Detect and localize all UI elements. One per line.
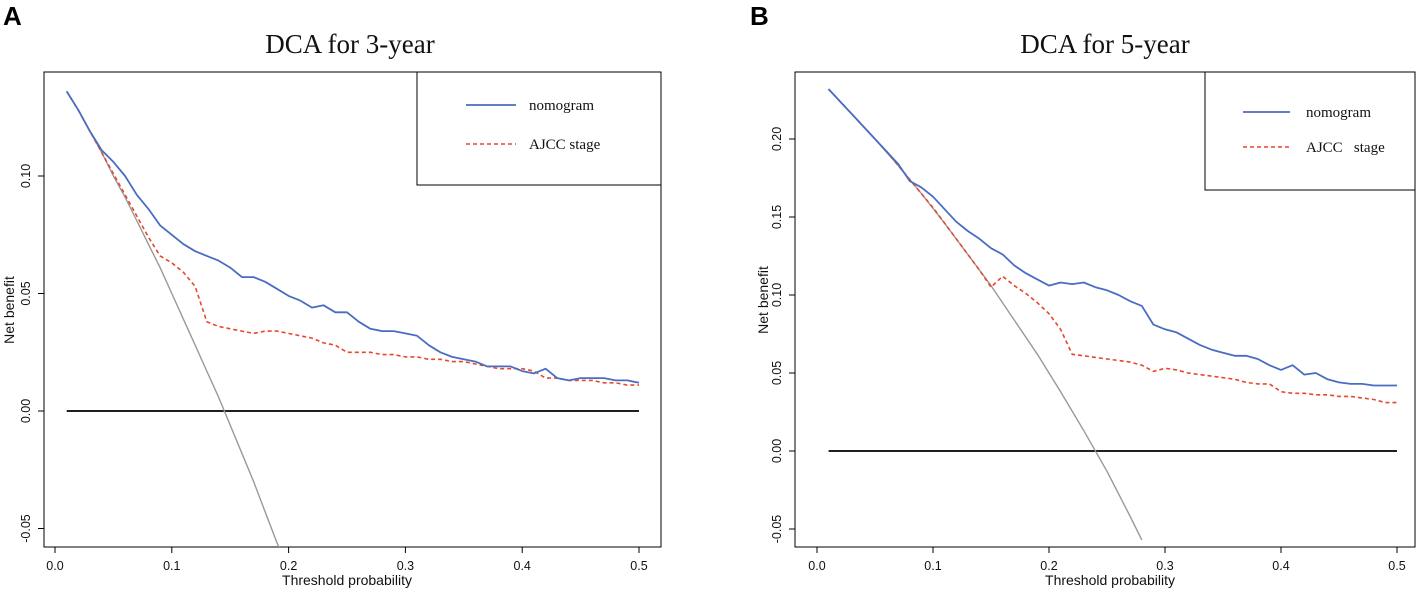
panel-b-legend-label-ajcc-stage: AJCC stage	[1306, 140, 1385, 156]
panel-b-x-tick-label: 0.4	[1272, 559, 1289, 573]
panel-a-y-tick-label: 0.10	[19, 164, 33, 188]
panel-a-x-axis-label: Threshold probability	[282, 572, 412, 588]
panel-a-title: DCA for 3-year	[265, 29, 434, 59]
panel-b-y-tick-label: 0.10	[770, 283, 784, 307]
panel-b-y-tick-label: 0.00	[770, 439, 784, 463]
panel-b-x-tick-label: 0.1	[924, 559, 941, 573]
panel-a-x-tick-label: 0.3	[397, 559, 414, 573]
panel-a-plot-frame	[43, 71, 662, 548]
panel-b-y-tick-label: 0.05	[770, 361, 784, 385]
panel-b-plot-frame	[794, 71, 1416, 548]
panel-b-x-tick-label: 0.0	[808, 559, 825, 573]
panel-a-x-tick-label: 0.0	[46, 559, 63, 573]
panel-b-y-axis-label: Net benefit	[755, 266, 771, 334]
panel-b-series-nomogram	[827, 88, 1397, 387]
panel-b-x-tick-label: 0.3	[1156, 559, 1173, 573]
panel-a-x-tick-label: 0.1	[163, 559, 180, 573]
panel-a-y-tick-label: 0.05	[19, 281, 33, 305]
panel-a-legend-label-ajcc-stage: AJCC stage	[529, 137, 601, 153]
panel-a-letter: A	[3, 1, 22, 31]
panel-b-legend-label-nomogram: nomogram	[1306, 105, 1371, 121]
panel-b-x-tick-label: 0.5	[1388, 559, 1405, 573]
panel-a-y-tick-label: 0.00	[19, 399, 33, 423]
panel-a-series-all	[66, 91, 280, 547]
panel-a-series-nomogram	[65, 90, 640, 384]
panel-a-y-axis-label: Net benefit	[1, 276, 17, 344]
panel-a-legend-label-nomogram: nomogram	[529, 98, 594, 114]
panel-b-title: DCA for 5-year	[1020, 29, 1189, 59]
panel-b: B DCA for 5-year Threshold probability N…	[750, 1, 1416, 588]
panel-a-x-tick-label: 0.4	[514, 559, 531, 573]
panel-b-y-tick-label: -0.05	[770, 515, 784, 544]
panel-b-y-tick-label: 0.20	[770, 127, 784, 151]
panel-b-series-all	[828, 88, 1143, 541]
panel-b-y-tick-label: 0.15	[770, 205, 784, 229]
panel-b-series-ajcc-stage	[828, 88, 1397, 404]
panel-a-plot-area: 0.0 0.1 0.2 0.3 0.4 0.5 -0.05 0.00 0.05 0.10 nomog…	[19, 71, 662, 573]
panel-b-legend-box	[1204, 71, 1416, 191]
panel-b-x-axis-label: Threshold probability	[1045, 572, 1175, 588]
panel-a-x-tick-label: 0.5	[630, 559, 647, 573]
panel-a-x-tick-label: 0.2	[280, 559, 297, 573]
panel-a-legend-box	[416, 71, 662, 186]
panel-a-y-tick-label: -0.05	[19, 514, 33, 543]
panel-b-x-tick-label: 0.2	[1040, 559, 1057, 573]
panel-b-plot-area: 0.0 0.1 0.2 0.3 0.4 0.5 -0.05 0.00 0.05 0.10 0.15 0…	[770, 71, 1416, 573]
panel-a: A DCA for 3-year Threshold probability N…	[1, 1, 662, 588]
panel-b-letter: B	[750, 1, 769, 31]
panel-a-series-ajcc-stage	[66, 90, 639, 386]
